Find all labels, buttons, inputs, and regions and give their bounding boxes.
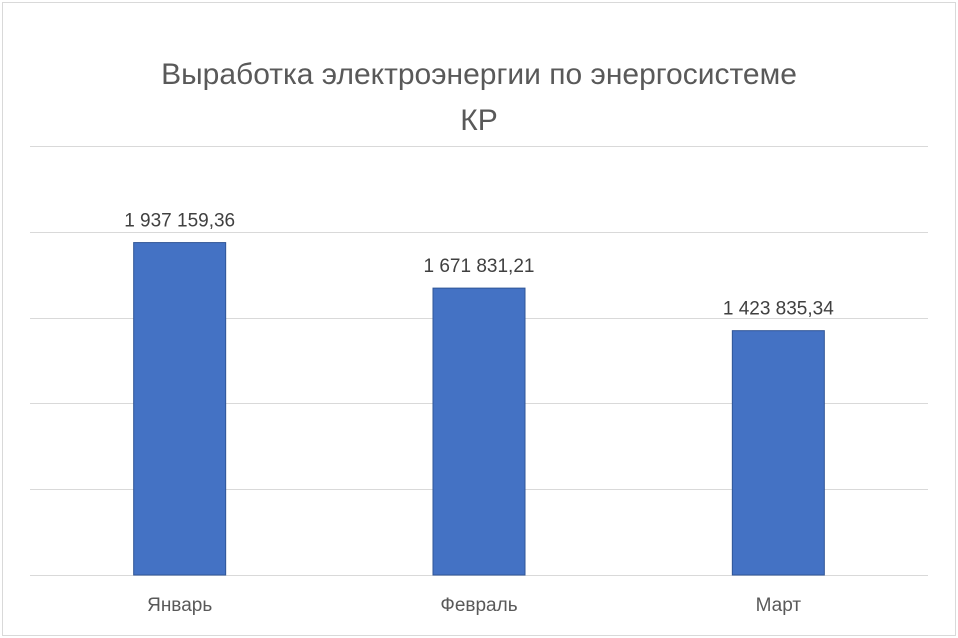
category-label-0: Январь [147, 595, 212, 616]
chart-title: Выработка электроэнергии по энергосистем… [0, 52, 958, 144]
bar-2 [731, 330, 825, 576]
chart-title-line-2: КР [460, 104, 498, 137]
data-label-0: 1 937 159,36 [124, 211, 235, 232]
chart-title-line-1: Выработка электроэнергии по энергосистем… [161, 58, 797, 91]
data-label-1: 1 671 831,21 [424, 256, 535, 277]
bars [133, 242, 825, 576]
data-labels: 1 937 159,36 1 671 831,21 1 423 835,34 [124, 211, 834, 320]
data-label-2: 1 423 835,34 [723, 299, 834, 320]
category-labels: Январь Февраль Март [147, 595, 801, 616]
bar-0 [133, 242, 227, 576]
category-label-1: Февраль [440, 595, 517, 616]
bar-1 [432, 287, 526, 576]
category-label-2: Март [756, 595, 802, 616]
